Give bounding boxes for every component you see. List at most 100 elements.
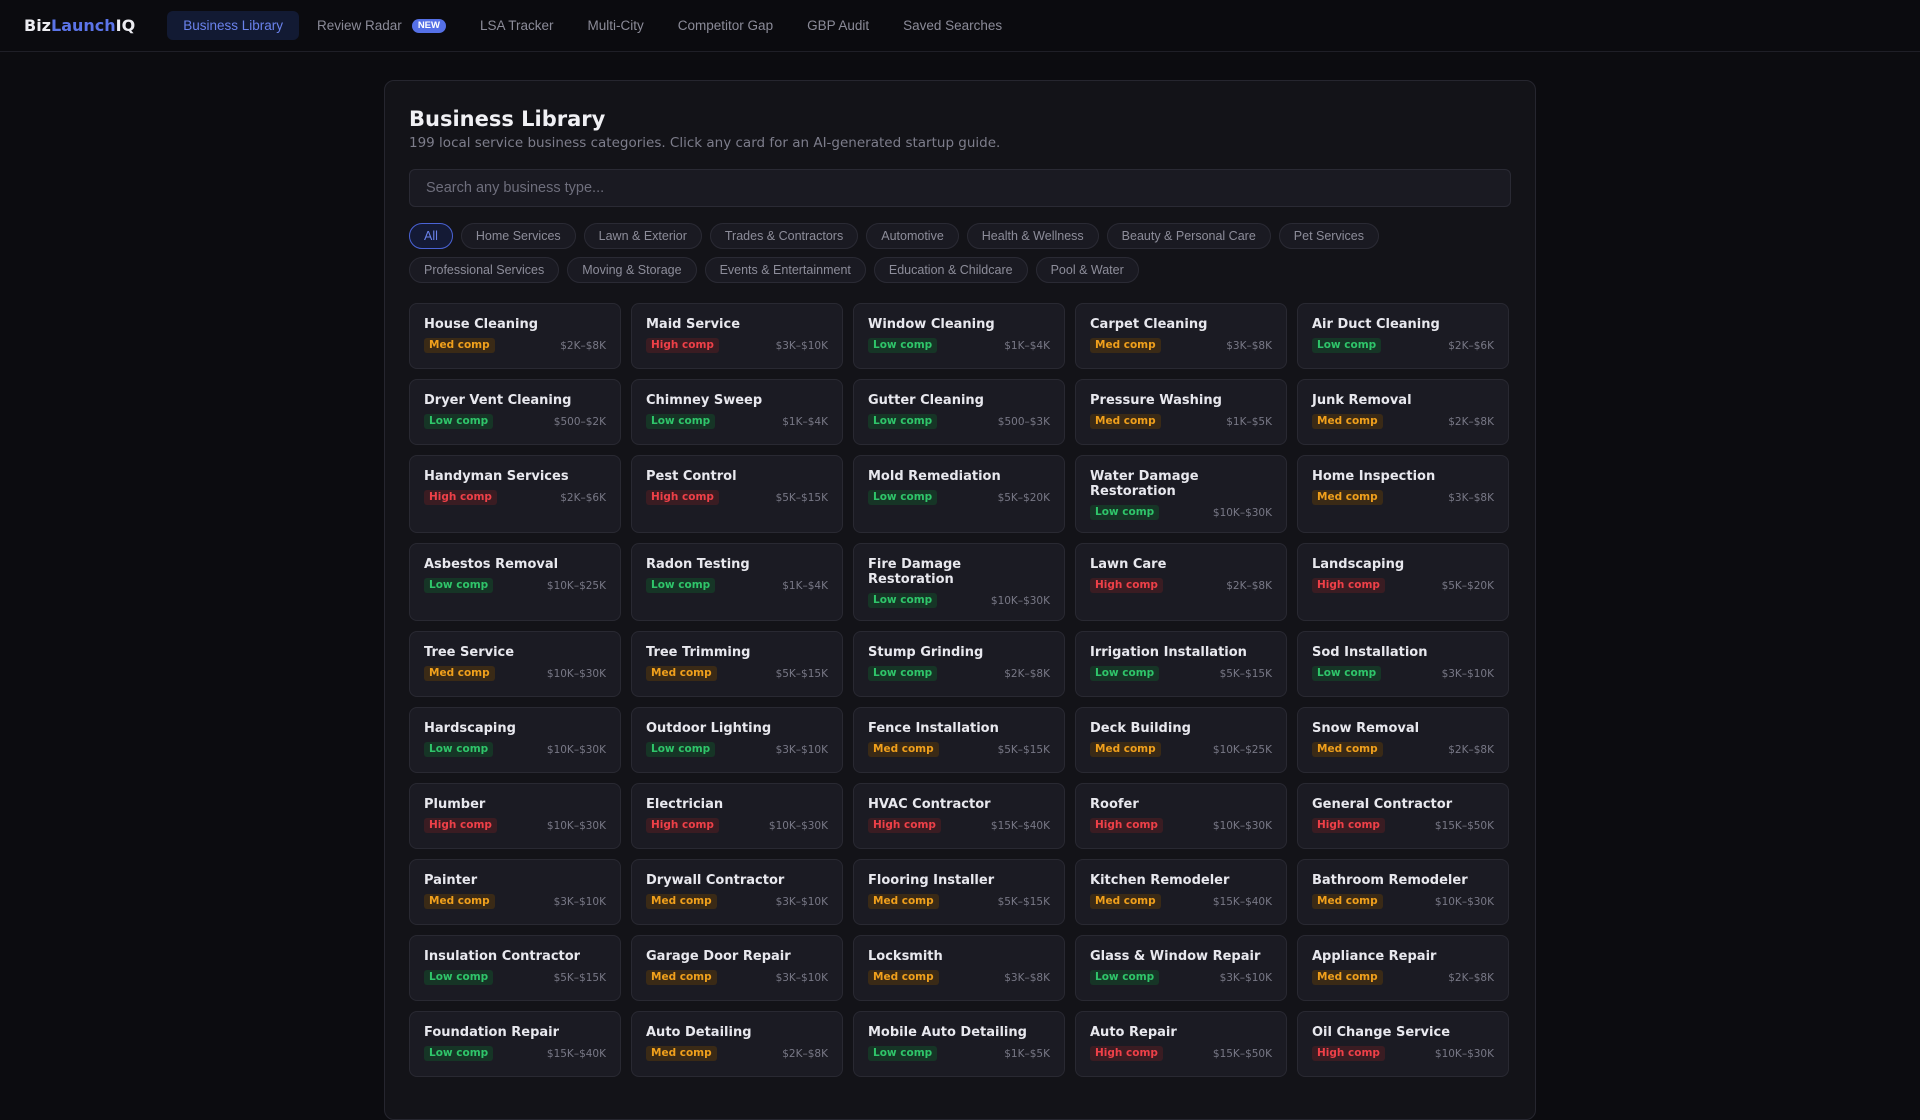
filter-chip-education-and-childcare[interactable]: Education & Childcare xyxy=(873,257,1028,283)
filter-chip-all[interactable]: All xyxy=(409,223,453,249)
business-card[interactable]: Maid Service High comp $3K–$10K xyxy=(631,303,843,369)
startup-cost-range: $1K–$4K xyxy=(782,415,828,428)
business-card[interactable]: Plumber High comp $10K–$30K xyxy=(409,783,621,849)
startup-cost-range: $500–$3K xyxy=(997,415,1050,428)
business-card[interactable]: Appliance Repair Med comp $2K–$8K xyxy=(1297,935,1509,1001)
logo[interactable]: BizLaunchIQ xyxy=(24,16,135,35)
search-input[interactable] xyxy=(409,169,1511,207)
business-card[interactable]: Gutter Cleaning Low comp $500–$3K xyxy=(853,379,1065,445)
business-card[interactable]: Drywall Contractor Med comp $3K–$10K xyxy=(631,859,843,925)
business-card[interactable]: Auto Detailing Med comp $2K–$8K xyxy=(631,1011,843,1077)
competition-badge: Med comp xyxy=(424,894,495,909)
filter-chip-health-and-wellness[interactable]: Health & Wellness xyxy=(966,223,1099,249)
business-card[interactable]: Fire Damage Restoration Low comp $10K–$30K xyxy=(853,543,1065,621)
business-name: Pressure Washing xyxy=(1090,393,1222,408)
business-card[interactable]: Air Duct Cleaning Low comp $2K–$6K xyxy=(1297,303,1509,369)
business-card[interactable]: Landscaping High comp $5K–$20K xyxy=(1297,543,1509,621)
competition-badge: Low comp xyxy=(646,578,716,593)
business-card[interactable]: Fence Installation Med comp $5K–$15K xyxy=(853,707,1065,773)
business-card[interactable]: Carpet Cleaning Med comp $3K–$8K xyxy=(1075,303,1287,369)
nav-tab-saved-searches[interactable]: Saved Searches xyxy=(887,11,1018,40)
business-card[interactable]: Deck Building Med comp $10K–$25K xyxy=(1075,707,1287,773)
business-name: Sod Installation xyxy=(1312,645,1428,660)
business-card[interactable]: Chimney Sweep Low comp $1K–$4K xyxy=(631,379,843,445)
competition-badge: Low comp xyxy=(868,338,938,353)
filter-chip-trades-and-contractors[interactable]: Trades & Contractors xyxy=(709,223,859,249)
business-card[interactable]: Water Damage Restoration Low comp $10K–$30… xyxy=(1075,455,1287,533)
nav-tab-business-library[interactable]: Business Library xyxy=(167,11,300,40)
business-card[interactable]: Home Inspection Med comp $3K–$8K xyxy=(1297,455,1509,533)
business-name: Garage Door Repair xyxy=(646,949,791,964)
business-card[interactable]: General Contractor High comp $15K–$50K xyxy=(1297,783,1509,849)
business-card[interactable]: Outdoor Lighting Low comp $3K–$10K xyxy=(631,707,843,773)
competition-badge: High comp xyxy=(424,490,497,505)
nav-tab-competitor-gap[interactable]: Competitor Gap xyxy=(662,11,789,40)
business-card[interactable]: House Cleaning Med comp $2K–$8K xyxy=(409,303,621,369)
competition-badge: Low comp xyxy=(424,414,494,429)
business-card[interactable]: Sod Installation Low comp $3K–$10K xyxy=(1297,631,1509,697)
competition-badge: High comp xyxy=(868,818,941,833)
filter-chip-beauty-and-personal-care[interactable]: Beauty & Personal Care xyxy=(1106,223,1271,249)
business-card[interactable]: Painter Med comp $3K–$10K xyxy=(409,859,621,925)
nav-tab-review-radar[interactable]: Review Radar NEW xyxy=(301,11,462,40)
business-card[interactable]: Tree Trimming Med comp $5K–$15K xyxy=(631,631,843,697)
business-card[interactable]: Roofer High comp $10K–$30K xyxy=(1075,783,1287,849)
filter-chip-home-services[interactable]: Home Services xyxy=(460,223,576,249)
business-card[interactable]: Auto Repair High comp $15K–$50K xyxy=(1075,1011,1287,1077)
business-card[interactable]: Locksmith Med comp $3K–$8K xyxy=(853,935,1065,1001)
business-card[interactable]: Foundation Repair Low comp $15K–$40K xyxy=(409,1011,621,1077)
business-card[interactable]: Pressure Washing Med comp $1K–$5K xyxy=(1075,379,1287,445)
card-meta: Med comp $10K–$30K xyxy=(424,666,606,681)
business-card[interactable]: Window Cleaning Low comp $1K–$4K xyxy=(853,303,1065,369)
business-card[interactable]: Asbestos Removal Low comp $10K–$25K xyxy=(409,543,621,621)
card-meta: Med comp $5K–$15K xyxy=(868,742,1050,757)
business-card[interactable]: Lawn Care High comp $2K–$8K xyxy=(1075,543,1287,621)
business-card[interactable]: Mobile Auto Detailing Low comp $1K–$5K xyxy=(853,1011,1065,1077)
competition-badge: Med comp xyxy=(1090,742,1161,757)
filter-chip-pool-and-water[interactable]: Pool & Water xyxy=(1035,257,1139,283)
business-card[interactable]: Electrician High comp $10K–$30K xyxy=(631,783,843,849)
startup-cost-range: $10K–$30K xyxy=(1434,1047,1494,1060)
business-name: Insulation Contractor xyxy=(424,949,581,964)
card-meta: High comp $15K–$50K xyxy=(1090,1046,1272,1061)
business-card[interactable]: Hardscaping Low comp $10K–$30K xyxy=(409,707,621,773)
card-meta: Low comp $2K–$6K xyxy=(1312,338,1494,353)
filter-chip-moving-and-storage[interactable]: Moving & Storage xyxy=(567,257,697,283)
business-name: Tree Service xyxy=(424,645,515,660)
business-card[interactable]: Glass & Window Repair Low comp $3K–$10K xyxy=(1075,935,1287,1001)
business-card[interactable]: Mold Remediation Low comp $5K–$20K xyxy=(853,455,1065,533)
business-name: HVAC Contractor xyxy=(868,797,991,812)
business-card[interactable]: Junk Removal Med comp $2K–$8K xyxy=(1297,379,1509,445)
business-card[interactable]: Handyman Services High comp $2K–$6K xyxy=(409,455,621,533)
filter-chip-events-and-entertainment[interactable]: Events & Entertainment xyxy=(704,257,866,283)
business-card[interactable]: Tree Service Med comp $10K–$30K xyxy=(409,631,621,697)
filter-chip-professional-services[interactable]: Professional Services xyxy=(409,257,560,283)
business-card[interactable]: Snow Removal Med comp $2K–$8K xyxy=(1297,707,1509,773)
nav-tab-gbp-audit[interactable]: GBP Audit xyxy=(791,11,885,40)
business-card[interactable]: HVAC Contractor High comp $15K–$40K xyxy=(853,783,1065,849)
filter-chip-pet-services[interactable]: Pet Services xyxy=(1278,223,1379,249)
business-card[interactable]: Dryer Vent Cleaning Low comp $500–$2K xyxy=(409,379,621,445)
competition-badge: High comp xyxy=(1312,1046,1385,1061)
business-card[interactable]: Irrigation Installation Low comp $5K–$15K xyxy=(1075,631,1287,697)
nav-tab-lsa-tracker[interactable]: LSA Tracker xyxy=(464,11,570,40)
card-meta: Med comp $2K–$8K xyxy=(646,1046,828,1061)
filter-chip-lawn-and-exterior[interactable]: Lawn & Exterior xyxy=(583,223,702,249)
startup-cost-range: $1K–$5K xyxy=(1226,415,1272,428)
filter-chip-automotive[interactable]: Automotive xyxy=(866,223,959,249)
business-card[interactable]: Bathroom Remodeler Med comp $10K–$30K xyxy=(1297,859,1509,925)
business-name: Air Duct Cleaning xyxy=(1312,317,1440,332)
business-card[interactable]: Oil Change Service High comp $10K–$30K xyxy=(1297,1011,1509,1077)
business-card[interactable]: Garage Door Repair Med comp $3K–$10K xyxy=(631,935,843,1001)
nav-tab-multi-city[interactable]: Multi-City xyxy=(572,11,660,40)
card-meta: High comp $5K–$15K xyxy=(646,490,828,505)
competition-badge: High comp xyxy=(646,818,719,833)
business-card[interactable]: Radon Testing Low comp $1K–$4K xyxy=(631,543,843,621)
business-card[interactable]: Kitchen Remodeler Med comp $15K–$40K xyxy=(1075,859,1287,925)
card-meta: High comp $2K–$8K xyxy=(1090,578,1272,593)
business-card[interactable]: Pest Control High comp $5K–$15K xyxy=(631,455,843,533)
competition-badge: Low comp xyxy=(646,414,716,429)
business-card[interactable]: Stump Grinding Low comp $2K–$8K xyxy=(853,631,1065,697)
business-card[interactable]: Insulation Contractor Low comp $5K–$15K xyxy=(409,935,621,1001)
business-card[interactable]: Flooring Installer Med comp $5K–$15K xyxy=(853,859,1065,925)
